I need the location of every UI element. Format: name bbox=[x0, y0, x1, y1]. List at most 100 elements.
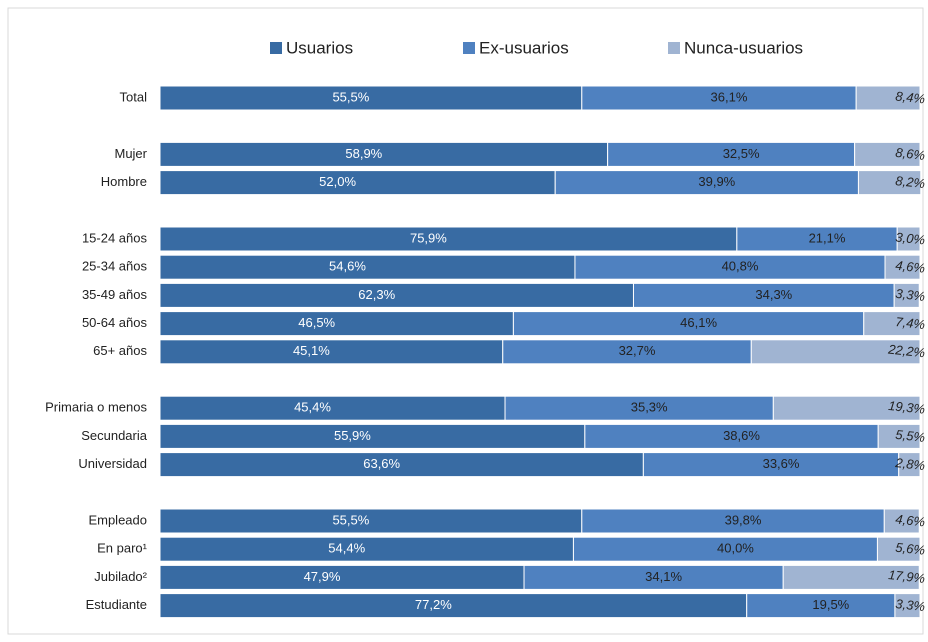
bar-segment bbox=[884, 254, 921, 280]
bar-segment bbox=[554, 170, 859, 196]
value-label: 3,0% bbox=[895, 229, 926, 247]
value-label: 5,5% bbox=[895, 427, 926, 445]
bar-segment bbox=[877, 423, 921, 449]
value-label: 21,1% bbox=[809, 230, 846, 245]
bar-segment bbox=[854, 141, 921, 167]
bar-segment bbox=[894, 593, 921, 619]
bar-segment bbox=[572, 536, 878, 562]
category-label: Total bbox=[120, 89, 148, 104]
bar-segment bbox=[504, 395, 774, 421]
category-label: Hombre bbox=[101, 174, 147, 189]
bar-segment bbox=[159, 226, 738, 252]
category-label: Jubilado² bbox=[94, 569, 147, 584]
bar-segment bbox=[159, 311, 514, 337]
bar-segment bbox=[584, 423, 879, 449]
bar-segment bbox=[159, 254, 576, 280]
bar-segment bbox=[782, 564, 920, 590]
bar-segment bbox=[523, 564, 784, 590]
bar-segment bbox=[159, 508, 583, 534]
category-label: Primaria o menos bbox=[45, 400, 147, 415]
category-label: 50-64 años bbox=[82, 315, 148, 330]
bar-segment bbox=[159, 85, 583, 111]
value-label: 46,1% bbox=[680, 315, 717, 330]
bar-segment bbox=[159, 141, 609, 167]
value-label: 19,3% bbox=[888, 398, 926, 417]
value-label: 5,6% bbox=[895, 540, 926, 558]
legend-swatch bbox=[463, 42, 475, 54]
bar-segment bbox=[883, 508, 920, 534]
value-label: 8,4% bbox=[895, 88, 926, 106]
bar-segment bbox=[896, 226, 921, 252]
value-label: 34,3% bbox=[755, 287, 792, 302]
value-label: 8,6% bbox=[895, 145, 926, 163]
value-label: 17,9% bbox=[888, 567, 926, 586]
value-label: 3,3% bbox=[895, 596, 926, 614]
bar-segment bbox=[898, 452, 921, 478]
value-label: 32,7% bbox=[619, 343, 656, 358]
value-label: 55,5% bbox=[332, 512, 369, 527]
bar-segment bbox=[159, 452, 644, 478]
category-label: Estudiante bbox=[86, 597, 147, 612]
legend-label: Nunca-usuarios bbox=[684, 38, 803, 57]
value-label: 40,8% bbox=[722, 259, 759, 274]
bar-segment bbox=[863, 311, 921, 337]
bar-segment bbox=[581, 85, 857, 111]
bar-segment bbox=[574, 254, 886, 280]
value-label: 8,2% bbox=[895, 173, 926, 191]
value-label: 38,6% bbox=[723, 428, 760, 443]
value-label: 58,9% bbox=[345, 146, 382, 161]
value-label: 46,5% bbox=[298, 315, 335, 330]
value-label: 55,9% bbox=[334, 428, 371, 443]
bar-segment bbox=[750, 339, 921, 365]
legend-label: Ex-usuarios bbox=[479, 38, 569, 57]
category-label: 15-24 años bbox=[82, 230, 148, 245]
value-label: 4,6% bbox=[895, 511, 926, 529]
value-label: 62,3% bbox=[358, 287, 395, 302]
value-label: 54,6% bbox=[329, 259, 366, 274]
bar-segment bbox=[772, 395, 921, 421]
bar-segment bbox=[159, 170, 556, 196]
value-label: 3,3% bbox=[895, 286, 926, 304]
bar-segment bbox=[159, 564, 525, 590]
value-label: 7,4% bbox=[895, 314, 926, 332]
bar-segment bbox=[857, 170, 922, 196]
bar-segment bbox=[512, 311, 865, 337]
value-label: 4,6% bbox=[895, 258, 926, 276]
bar-segment bbox=[736, 226, 898, 252]
value-label: 75,9% bbox=[410, 230, 447, 245]
bar-segment bbox=[855, 85, 921, 111]
value-label: 77,2% bbox=[415, 597, 452, 612]
category-label: 65+ años bbox=[93, 343, 147, 358]
legend-swatch bbox=[668, 42, 680, 54]
bar-segment bbox=[159, 593, 748, 619]
value-label: 22,2% bbox=[887, 341, 926, 360]
value-label: 19,5% bbox=[812, 597, 849, 612]
bar-segment bbox=[159, 395, 506, 421]
value-label: 2,8% bbox=[894, 455, 926, 473]
category-label: 35-49 años bbox=[82, 287, 148, 302]
value-label: 52,0% bbox=[319, 174, 356, 189]
value-label: 45,4% bbox=[294, 400, 331, 415]
value-label: 45,1% bbox=[293, 343, 330, 358]
category-label: Secundaria bbox=[81, 428, 148, 443]
bar-segment bbox=[159, 536, 574, 562]
bar-segment bbox=[502, 339, 752, 365]
category-label: Universidad bbox=[78, 456, 147, 471]
value-label: 63,6% bbox=[363, 456, 400, 471]
bar-segment bbox=[642, 452, 900, 478]
legend-swatch bbox=[270, 42, 282, 54]
category-label: Empleado bbox=[88, 512, 147, 527]
legend-label: Usuarios bbox=[286, 38, 353, 57]
value-label: 55,5% bbox=[332, 89, 369, 104]
value-label: 39,8% bbox=[725, 512, 762, 527]
value-label: 32,5% bbox=[723, 146, 760, 161]
value-label: 40,0% bbox=[717, 541, 754, 556]
bar-segment bbox=[159, 423, 586, 449]
value-label: 39,9% bbox=[698, 174, 735, 189]
bar-segment bbox=[893, 282, 920, 308]
value-label: 36,1% bbox=[711, 89, 748, 104]
value-label: 34,1% bbox=[645, 569, 682, 584]
category-label: Mujer bbox=[114, 146, 147, 161]
category-label: 25-34 años bbox=[82, 259, 148, 274]
